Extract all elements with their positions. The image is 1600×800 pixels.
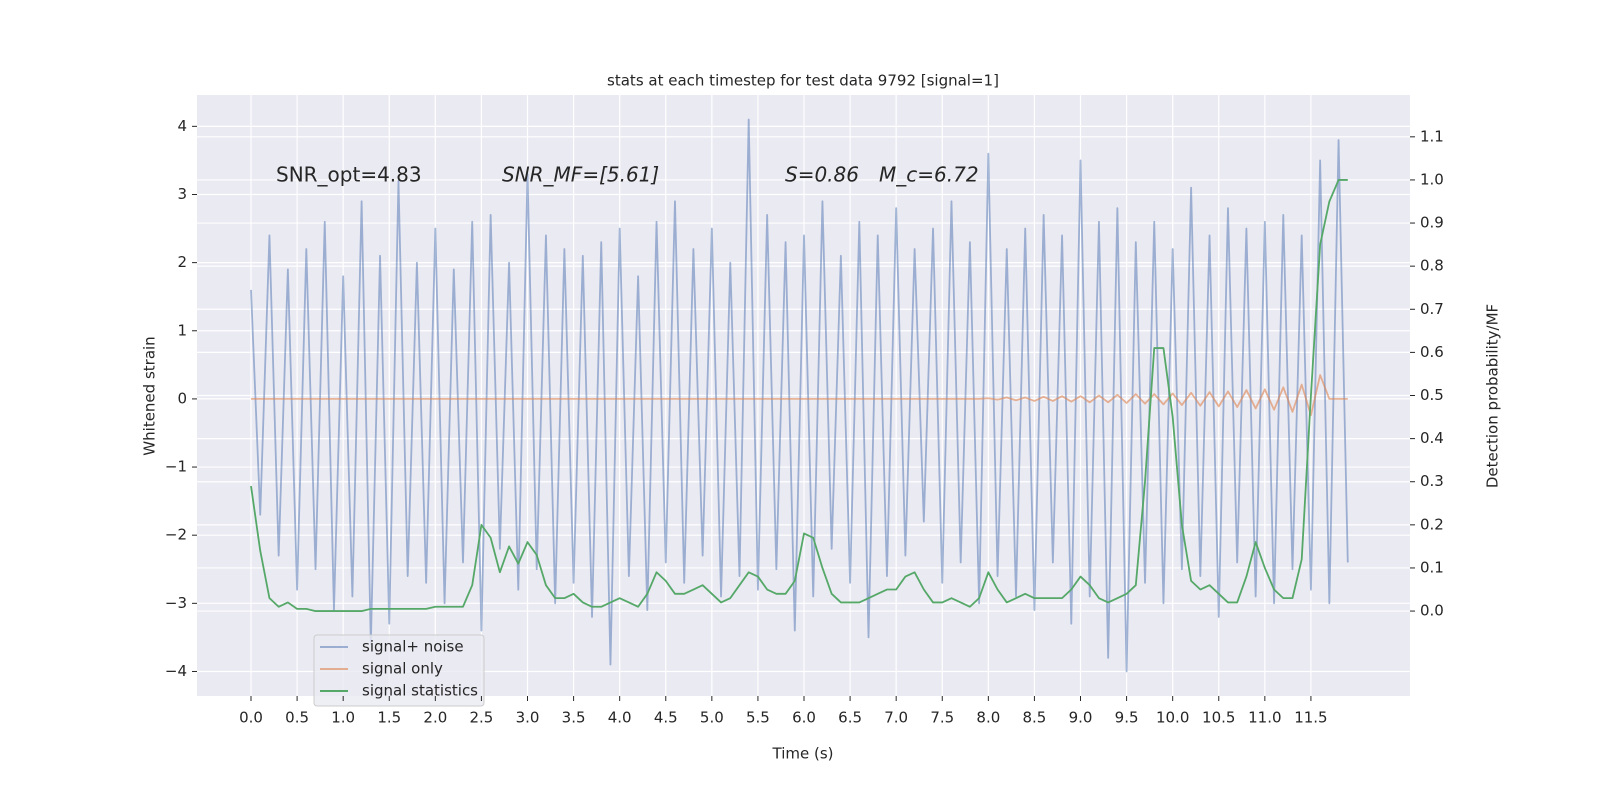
x-tick-label: 9.5 bbox=[1115, 709, 1139, 727]
annotation: M_c=6.72 bbox=[879, 163, 979, 187]
y-tick-label: −2 bbox=[165, 526, 187, 544]
legend-box bbox=[313, 634, 485, 707]
y2-axis-label: Detection probability/MF bbox=[1484, 304, 1502, 488]
y-axis-label: Whitened strain bbox=[141, 336, 159, 455]
y-tick-label: 1 bbox=[177, 321, 187, 339]
y-tick-label: −1 bbox=[165, 458, 187, 476]
y-tick-label: 2 bbox=[177, 253, 187, 271]
series-line bbox=[251, 374, 1348, 417]
x-tick-label: 8.5 bbox=[1022, 709, 1046, 727]
x-tick-label: 5.5 bbox=[746, 709, 770, 727]
x-tick-label: 0.5 bbox=[285, 709, 309, 727]
y2-tick-label: 0.1 bbox=[1420, 558, 1444, 576]
y2-tick-label: 0.2 bbox=[1420, 515, 1444, 533]
annotation: S=0.86 bbox=[785, 163, 859, 187]
y-tick-label: −4 bbox=[165, 662, 187, 680]
legend-label: signal statistics bbox=[362, 682, 478, 700]
y2-tick-label: 0.6 bbox=[1420, 343, 1444, 361]
y-tick-label: 4 bbox=[177, 117, 187, 135]
x-axis-label: Time (s) bbox=[772, 745, 834, 763]
x-tick-label: 3.0 bbox=[516, 709, 540, 727]
chart-title: stats at each timestep for test data 979… bbox=[607, 72, 999, 90]
legend-label: signal only bbox=[362, 660, 443, 678]
x-tick-label: 2.0 bbox=[423, 709, 447, 727]
series-line bbox=[250, 179, 1348, 612]
x-tick-label: 4.0 bbox=[608, 709, 632, 727]
y2-tick-label: 0.5 bbox=[1420, 386, 1444, 404]
x-tick-label: 11.5 bbox=[1294, 709, 1327, 727]
x-tick-label: 6.5 bbox=[838, 709, 862, 727]
y2-tick-label: 1.1 bbox=[1420, 127, 1444, 145]
x-tick-label: 8.0 bbox=[976, 709, 1000, 727]
y2-tick-label: 1.0 bbox=[1420, 170, 1444, 188]
annotation: SNR_opt=4.83 bbox=[276, 163, 422, 187]
y-tick-label: 0 bbox=[177, 389, 187, 407]
x-tick-label: 4.5 bbox=[654, 709, 678, 727]
x-tick-label: 7.5 bbox=[930, 709, 954, 727]
y-tick-label: −3 bbox=[165, 594, 187, 612]
x-tick-label: 6.0 bbox=[792, 709, 816, 727]
x-tick-label: 9.0 bbox=[1069, 709, 1093, 727]
y2-tick-label: 0.9 bbox=[1420, 214, 1444, 232]
annotation: SNR_MF=[5.61] bbox=[502, 163, 659, 187]
x-tick-label: 10.5 bbox=[1202, 709, 1235, 727]
y2-tick-label: 0.4 bbox=[1420, 429, 1444, 447]
x-tick-label: 1.5 bbox=[377, 709, 401, 727]
x-tick-label: 10.0 bbox=[1156, 709, 1189, 727]
series-line bbox=[250, 118, 1349, 673]
x-tick-label: 11.0 bbox=[1248, 709, 1281, 727]
y2-tick-label: 0.3 bbox=[1420, 472, 1444, 490]
y2-tick-label: 0.0 bbox=[1420, 602, 1444, 620]
x-tick-label: 2.5 bbox=[469, 709, 493, 727]
x-tick-label: 0.0 bbox=[239, 709, 263, 727]
x-tick-label: 7.0 bbox=[884, 709, 908, 727]
y2-tick-label: 0.7 bbox=[1420, 300, 1444, 318]
x-tick-label: 5.0 bbox=[700, 709, 724, 727]
legend-label: signal+ noise bbox=[362, 638, 464, 656]
x-tick-label: 1.0 bbox=[331, 709, 355, 727]
y-tick-label: 3 bbox=[177, 185, 187, 203]
y2-tick-label: 0.8 bbox=[1420, 257, 1444, 275]
x-tick-label: 3.5 bbox=[562, 709, 586, 727]
